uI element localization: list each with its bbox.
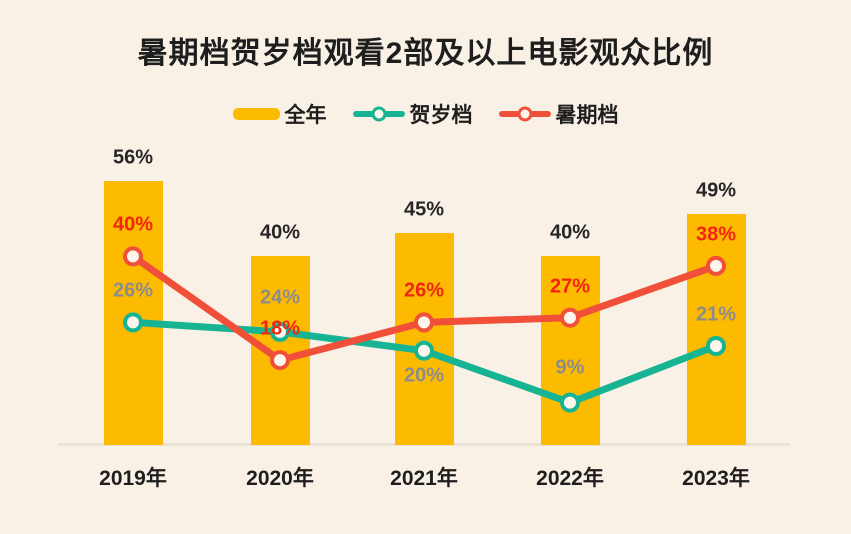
shuqidang-marker[interactable] xyxy=(270,350,290,371)
x-axis-label-2019年: 2019年 xyxy=(99,467,167,490)
legend-line-swatch xyxy=(498,106,551,122)
legend-item-2[interactable]: 贺岁档 xyxy=(352,99,473,129)
bar-value-label: 40% xyxy=(549,221,591,244)
hesuidang-marker[interactable] xyxy=(270,321,290,342)
x-axis-label-2021年: 2021年 xyxy=(390,467,458,490)
shuqidang-value-label: 18% xyxy=(259,317,301,340)
x-axis-label-2023年: 2023年 xyxy=(682,467,750,490)
bar-value-label: 40% xyxy=(259,221,301,244)
shuqidang-value-label: 26% xyxy=(403,279,445,302)
shuqidang-marker[interactable] xyxy=(123,246,143,267)
bar-value-label: 49% xyxy=(695,179,737,202)
hesuidang-value-label: 21% xyxy=(695,303,737,326)
hesuidang-value-label: 20% xyxy=(403,364,445,387)
legend-label: 暑期档 xyxy=(555,104,619,127)
hesuidang-value-label: 26% xyxy=(112,279,154,302)
shuqidang-marker[interactable] xyxy=(560,307,580,328)
hesuidang-value-label: 9% xyxy=(555,356,585,379)
hesuidang-value-label: 24% xyxy=(259,286,301,309)
hesuidang-marker[interactable] xyxy=(414,340,434,361)
bar-2022年[interactable] xyxy=(540,256,600,445)
legend-label: 贺岁档 xyxy=(409,104,473,127)
shuqidang-marker[interactable] xyxy=(414,312,434,333)
bar-value-label: 45% xyxy=(403,198,445,221)
bar-2021年[interactable] xyxy=(394,232,454,445)
legend-item-1[interactable]: 全年 xyxy=(232,99,327,129)
bar-2023年[interactable] xyxy=(686,214,746,445)
shuqidang-value-label: 38% xyxy=(695,223,737,246)
bar-value-label: 56% xyxy=(112,146,154,169)
x-axis-label-2022年: 2022年 xyxy=(536,467,604,490)
legend: 全年 贺岁档 暑期档 xyxy=(0,98,851,130)
shuqidang-value-label: 40% xyxy=(112,213,154,236)
shuqidang-value-label: 27% xyxy=(549,275,591,298)
x-axis-label-2020年: 2020年 xyxy=(246,467,314,490)
hesuidang-line xyxy=(129,318,720,407)
legend-item-3[interactable]: 暑期档 xyxy=(498,99,619,129)
legend-bar-swatch xyxy=(232,108,280,120)
legend-line-swatch xyxy=(352,106,405,122)
chart-title: 暑期档贺岁档观看2部及以上电影观众比例 xyxy=(137,37,714,70)
shuqidang-marker[interactable] xyxy=(706,255,726,276)
hesuidang-marker[interactable] xyxy=(560,392,580,413)
hesuidang-marker[interactable] xyxy=(706,336,726,356)
hesuidang-marker[interactable] xyxy=(123,312,143,333)
legend-label: 全年 xyxy=(284,104,327,127)
